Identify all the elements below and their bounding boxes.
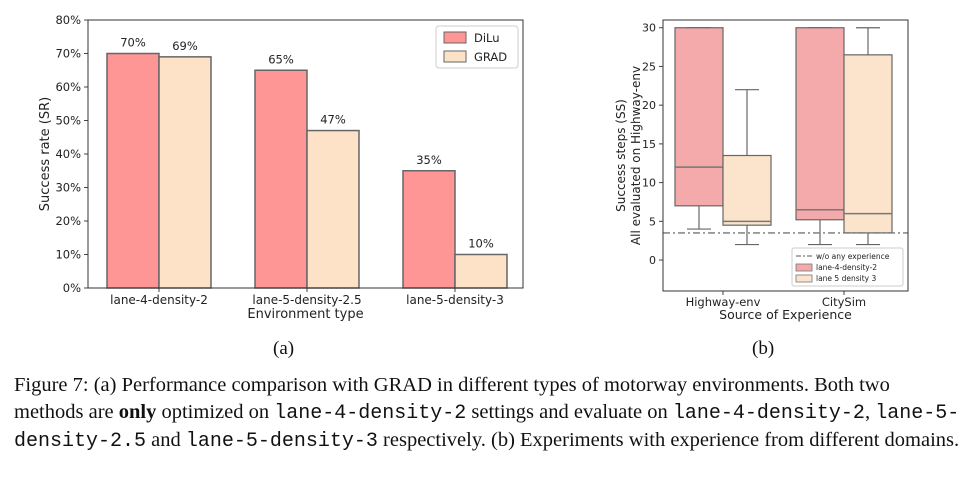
legend-label: lane 5 density 3 [816, 274, 876, 283]
legend-label: DiLu [474, 31, 500, 45]
caption-text-4: , [864, 401, 876, 423]
data-label: 69% [172, 39, 198, 53]
subcaption-b: (b) [752, 338, 775, 359]
y-tick-label: 25 [642, 60, 656, 73]
legend: DiLu GRAD [435, 25, 519, 69]
box [722, 154, 772, 226]
data-label: 35% [416, 153, 442, 167]
box [674, 27, 724, 207]
x-tick-label: CitySim [822, 295, 866, 309]
data-label: 47% [320, 113, 346, 127]
y-tick-label: 30% [55, 181, 81, 195]
bar-grad [306, 129, 360, 289]
figure-caption: Figure 7: (a) Performance comparison wit… [14, 372, 962, 455]
caption-bold: only [118, 401, 157, 423]
bar-chart: 0% 10% 20% 30% 40% 50% 60% 70% 80% 70% 69% lane-4-d… [38, 13, 524, 322]
data-label: 65% [268, 52, 294, 66]
caption-text-6: respectively. (b) Experiments with exper… [377, 429, 960, 451]
bar-grad [454, 253, 508, 289]
y-tick-label: 10% [55, 248, 81, 262]
y-axis-label: Success rate (SR) [38, 97, 53, 211]
y-axis-label-secondary: All evaluated on Highway-env [629, 66, 643, 245]
data-label: 70% [120, 36, 146, 50]
plot-frame [87, 19, 524, 289]
caption-code-4: lane-5-density-3 [185, 430, 378, 453]
y-tick-label: 70% [55, 47, 81, 61]
plot-frame [662, 19, 909, 292]
bar-dilu [106, 52, 160, 289]
y-axis-label: Success steps (SS) [614, 99, 628, 212]
legend-box [791, 247, 904, 287]
caption-code-3: lane-5-density-2.5 [14, 402, 960, 453]
y-tick-label: 20% [55, 214, 81, 228]
legend-label: w/o any experience [816, 252, 890, 261]
y-tick-label: 0% [63, 281, 81, 295]
data-label: 10% [468, 237, 494, 251]
legend-label: lane-4-density-2 [816, 263, 877, 272]
y-tick-label: 20 [642, 99, 656, 112]
y-tick-label: 30 [642, 22, 656, 35]
box [795, 27, 845, 221]
x-axis-label: Environment type [247, 307, 363, 322]
y-tick-label: 60% [55, 80, 81, 94]
legend-swatch [795, 274, 813, 283]
caption-text-2: optimized on [156, 401, 275, 423]
y-tick-label: 10 [642, 177, 656, 190]
caption-text-1: Figure 7: (a) Performance comparison wit… [14, 374, 890, 423]
x-tick-label: lane-4-density-2 [110, 293, 208, 307]
y-tick-label: 15 [642, 138, 656, 151]
bar-dilu [254, 69, 308, 289]
legend-swatch [795, 263, 813, 272]
x-tick-label: lane-5-density-3 [406, 293, 504, 307]
bar-dilu [402, 170, 456, 289]
caption-text-3: settings and evaluate on [466, 401, 673, 423]
legend-label: GRAD [474, 50, 507, 64]
y-tick-label: 80% [55, 13, 81, 27]
subcaption-a: (a) [273, 338, 295, 359]
x-axis-label: Source of Experience [719, 307, 852, 322]
y-tick-label: 50% [55, 114, 81, 128]
caption-code-2: lane-4-density-2 [672, 402, 865, 425]
box [843, 54, 893, 234]
y-tick-label: 0 [649, 254, 656, 267]
legend: w/o any experience lane-4-density-2 lane 5… [791, 247, 904, 287]
y-tick-label: 40% [55, 147, 81, 161]
y-tick-label: 5 [649, 215, 656, 228]
caption-text-5: and [146, 429, 186, 451]
caption-code-1: lane-4-density-2 [274, 402, 467, 425]
legend-swatch [443, 31, 467, 44]
legend-swatch [443, 50, 467, 63]
x-tick-label: Highway-env [686, 295, 761, 309]
x-tick-label: lane-5-density-2.5 [252, 293, 361, 307]
figure-canvas: 0% 10% 20% 30% 40% 50% 60% 70% 80% 70% 69% lane-4-d… [38, 13, 909, 322]
bar-grad [158, 56, 212, 289]
